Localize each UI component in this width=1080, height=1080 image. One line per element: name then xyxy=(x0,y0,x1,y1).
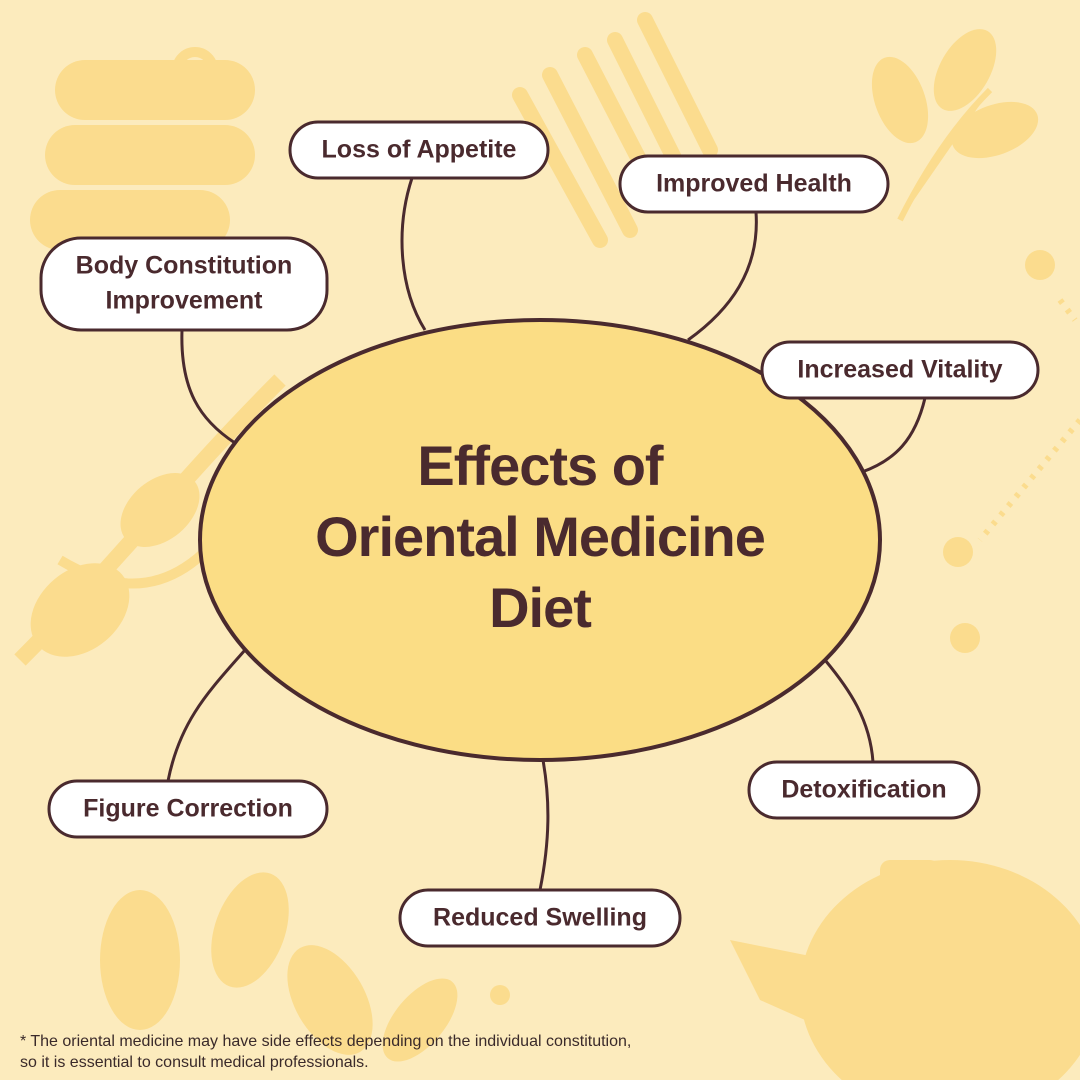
node-box xyxy=(47,779,329,839)
node-box xyxy=(288,120,550,180)
title-line: Diet xyxy=(489,576,591,639)
title-line: Oriental Medicine xyxy=(315,505,765,568)
node-label: Improved Health xyxy=(656,170,852,198)
connectors xyxy=(166,177,927,891)
footnote: so it is essential to consult medical pr… xyxy=(20,1054,369,1071)
node-box xyxy=(398,888,682,948)
node-label: Body Constitution xyxy=(76,252,293,280)
node-label: Detoxification xyxy=(781,776,946,804)
center-ellipse xyxy=(198,318,882,762)
decorations xyxy=(14,12,1080,1080)
node-box xyxy=(760,340,1040,400)
node-label: Figure Correction xyxy=(83,795,293,823)
node-box xyxy=(39,236,329,332)
node-label: Improvement xyxy=(106,287,264,315)
node-box xyxy=(618,154,890,214)
footnote: * The oriental medicine may have side ef… xyxy=(20,1033,631,1050)
node-box xyxy=(747,760,981,820)
node-label: Increased Vitality xyxy=(797,356,1002,384)
node-label: Reduced Swelling xyxy=(433,904,647,932)
node-label: Loss of Appetite xyxy=(322,136,517,164)
title-line: Effects of xyxy=(417,434,663,497)
